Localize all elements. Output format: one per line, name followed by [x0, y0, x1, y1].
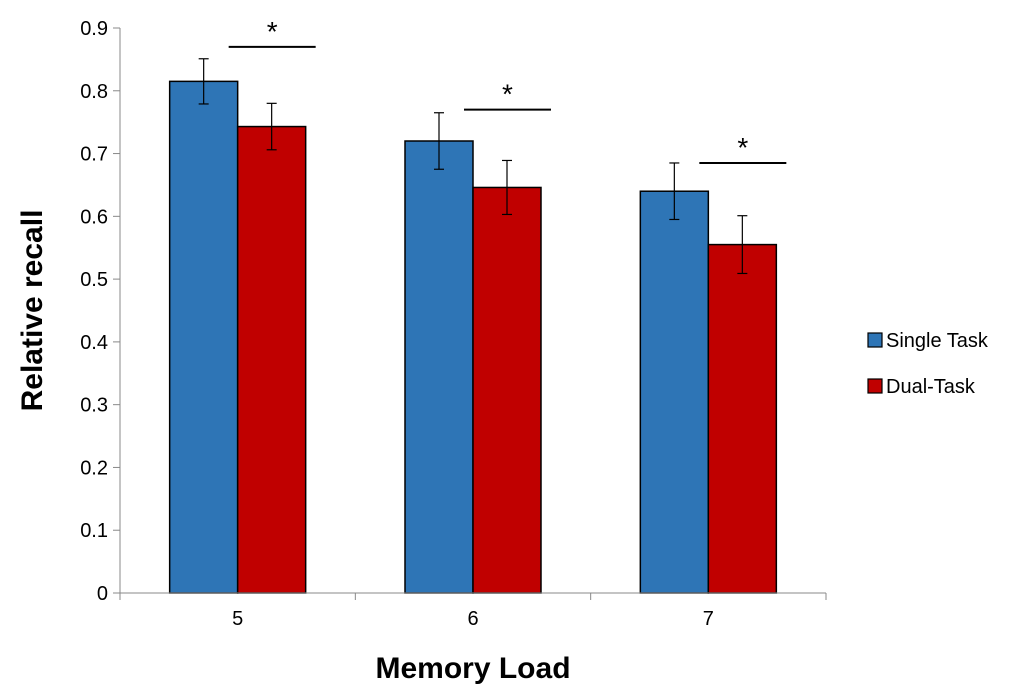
x-tick-label: 7 — [703, 608, 714, 630]
significance-star: * — [502, 79, 513, 110]
y-tick-label: 0.1 — [80, 520, 108, 542]
y-tick-label: 0.2 — [80, 457, 108, 479]
y-axis-ticks: 0 0.1 0.2 0.3 0.4 0.5 0.6 0.7 0.8 0.9 — [80, 18, 120, 605]
y-tick-label: 0.6 — [80, 206, 108, 228]
x-tick-label: 6 — [467, 608, 478, 630]
bars — [168, 80, 778, 594]
error-bars — [198, 58, 748, 275]
legend-label: Single Task — [886, 330, 989, 352]
legend: Single Task Dual-Task — [867, 330, 989, 398]
significance-star: * — [267, 16, 278, 47]
y-tick-label: 0 — [97, 583, 108, 605]
y-axis-title: Relative recall — [16, 210, 49, 412]
legend-swatch-single-task — [867, 332, 883, 348]
y-tick-label: 0.9 — [80, 18, 108, 40]
bar-dual-task-6 — [472, 186, 542, 594]
y-tick-label: 0.4 — [80, 332, 108, 354]
y-tick-label: 0.5 — [80, 269, 108, 291]
x-axis-title: Memory Load — [375, 652, 570, 685]
y-tick-label: 0.3 — [80, 395, 108, 417]
bar-dual-task-7 — [707, 243, 778, 594]
bar-single-task-7 — [639, 190, 710, 594]
significance-annotations: * * * — [228, 16, 787, 164]
significance-star: * — [737, 132, 748, 163]
y-tick-label: 0.8 — [80, 81, 108, 103]
legend-label: Dual-Task — [886, 376, 976, 398]
bar-dual-task-5 — [236, 125, 307, 594]
legend-swatch-dual-task — [867, 378, 883, 394]
bar-single-task-5 — [168, 80, 239, 594]
x-axis-ticks: 5 6 7 — [119, 593, 827, 630]
x-tick-label: 5 — [232, 608, 243, 630]
bar-single-task-6 — [404, 140, 474, 594]
y-tick-label: 0.7 — [80, 144, 108, 166]
